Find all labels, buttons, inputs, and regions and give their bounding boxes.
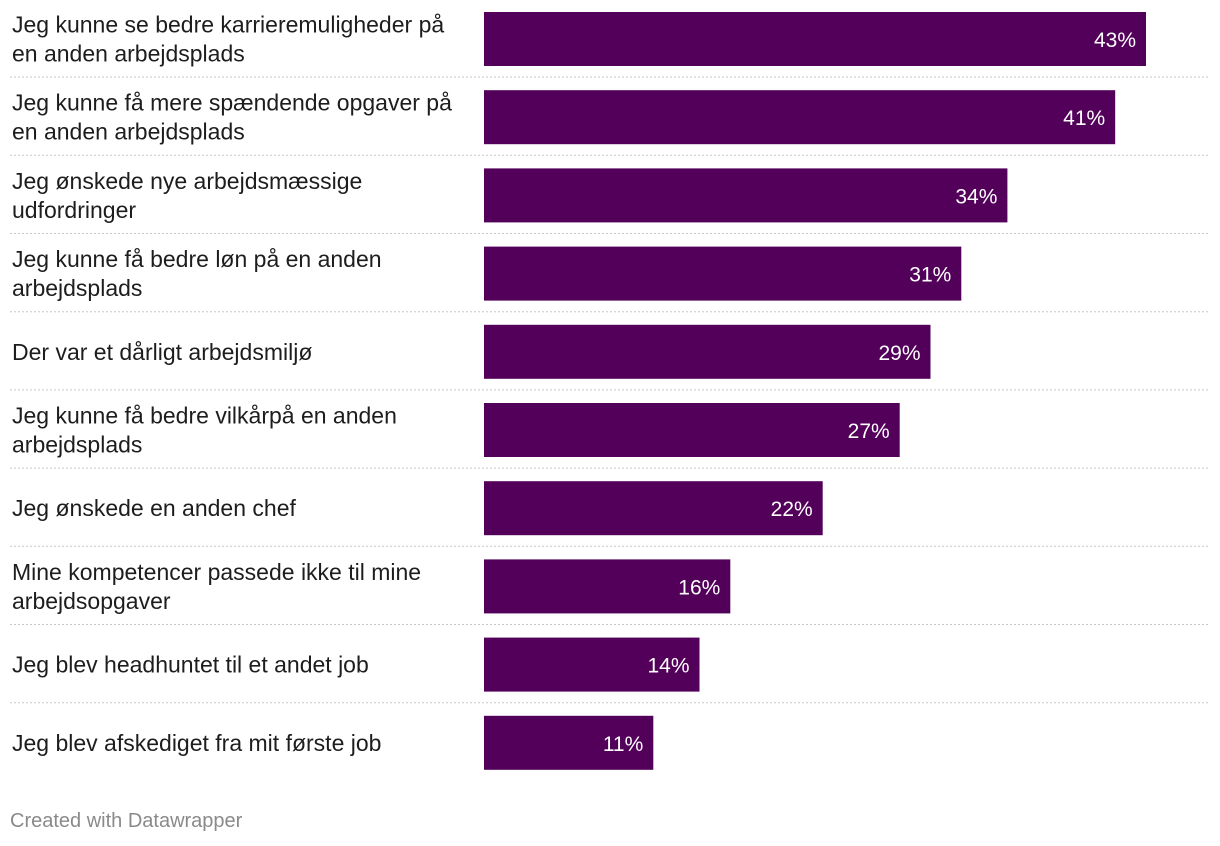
bar-8 <box>484 559 731 614</box>
category-label-line: Mine kompetencer passede ikke til mine <box>12 559 421 585</box>
category-label-3: Jeg ønskede nye arbejdsmæssige udfordring… <box>12 168 362 223</box>
bar-chart: 43% Jeg kunne se bedre karrieremuligheder… <box>10 12 1208 770</box>
bar-9 <box>484 637 700 692</box>
bar-5 <box>484 324 931 379</box>
category-label-line: Jeg kunne få mere spændende opgaver på <box>12 90 452 116</box>
category-label-7: Jeg ønskede en anden chef <box>12 495 296 521</box>
bar-value-label-3: 34% <box>955 185 997 208</box>
category-label-line: en anden arbejdsplads <box>12 41 245 67</box>
category-label-6: Jeg kunne få bedre vilkårpå en anden arbe… <box>12 403 397 458</box>
bar-3 <box>484 168 1008 223</box>
category-label-line: arbejdsplads <box>12 275 142 301</box>
category-label-8: Mine kompetencer passede ikke til mine ar… <box>12 559 421 614</box>
category-label-line: Jeg ønskede en anden chef <box>12 495 296 521</box>
bar-value-label-10: 11% <box>603 733 643 756</box>
category-label-line: Jeg blev headhuntet til et andet job <box>12 652 369 678</box>
category-label-4: Jeg kunne få bedre løn på en anden arbejd… <box>12 246 382 301</box>
bar-value-label-1: 43% <box>1094 29 1136 52</box>
datawrapper-credit: Created with Datawrapper <box>10 810 243 832</box>
bar-value-label-7: 22% <box>771 498 813 521</box>
bar-10 <box>484 715 654 770</box>
bar-2 <box>484 90 1116 145</box>
category-label-10: Jeg blev afskediget fra mit første job <box>12 730 381 756</box>
category-label-line: Jeg kunne se bedre karrieremuligheder på <box>12 12 444 38</box>
category-label-line: udfordringer <box>12 197 136 223</box>
category-label-line: Jeg kunne få bedre løn på en anden <box>12 246 382 272</box>
bar-value-label-5: 29% <box>878 342 920 365</box>
bar-6 <box>484 403 900 457</box>
category-label-line: Jeg blev afskediget fra mit første job <box>12 730 381 756</box>
category-label-line: Der var et dårligt arbejdsmiljø <box>12 339 312 365</box>
bar-value-label-9: 14% <box>647 655 689 678</box>
category-label-5: Der var et dårligt arbejdsmiljø <box>12 339 312 365</box>
category-label-line: arbejdsopgaver <box>12 588 171 614</box>
bar-7 <box>484 481 823 536</box>
bar-1 <box>484 12 1146 66</box>
bar-value-label-6: 27% <box>848 420 890 443</box>
category-label-2: Jeg kunne få mere spændende opgaver på en… <box>12 90 452 145</box>
bar-value-label-4: 31% <box>909 264 951 287</box>
category-label-9: Jeg blev headhuntet til et andet job <box>12 652 369 678</box>
category-label-1: Jeg kunne se bedre karrieremuligheder på… <box>12 12 444 67</box>
bar-4 <box>484 246 962 301</box>
category-label-line: arbejdsplads <box>12 432 142 458</box>
category-label-line: en anden arbejdsplads <box>12 119 245 145</box>
category-label-line: Jeg kunne få bedre vilkårpå en anden <box>12 403 397 429</box>
bar-value-label-2: 41% <box>1063 107 1105 130</box>
category-label-line: Jeg ønskede nye arbejdsmæssige <box>12 168 362 194</box>
bar-value-label-8: 16% <box>678 576 720 599</box>
